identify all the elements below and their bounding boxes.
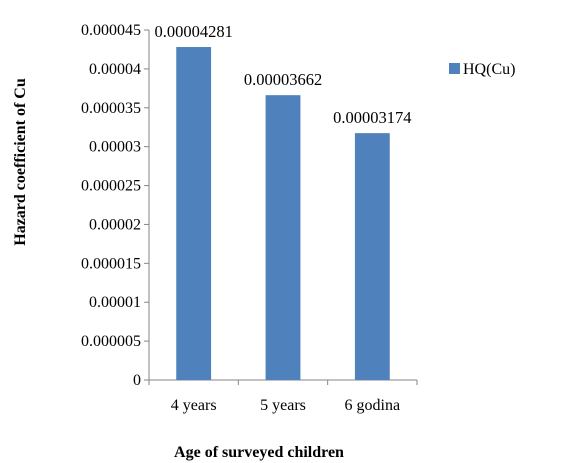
legend-label: HQ(Cu) bbox=[463, 61, 515, 78]
x-axis: 4 years 5 years 6 godina bbox=[148, 379, 418, 414]
y-tick-label: 0.000015 bbox=[81, 255, 141, 272]
bar bbox=[265, 95, 301, 380]
data-labels: 0.00004281 0.00003662 0.00003174 bbox=[154, 22, 411, 127]
y-tick-label: 0.000005 bbox=[81, 333, 141, 350]
y-tick-label: 0.00001 bbox=[89, 294, 141, 311]
legend-swatch bbox=[449, 63, 460, 74]
y-tick-label: 0.00004 bbox=[89, 61, 141, 78]
y-tick-label: 0.000045 bbox=[81, 22, 141, 39]
y-tick-label: 0.000025 bbox=[81, 178, 141, 195]
data-label: 0.00003662 bbox=[244, 70, 322, 89]
x-tick-label: 6 godina bbox=[345, 397, 401, 414]
x-tick-label: 4 years bbox=[171, 397, 217, 414]
y-tick-label: 0.00002 bbox=[89, 216, 141, 233]
y-axis: 0 0.000005 0.00001 0.000015 0.00002 0.000025 0… bbox=[81, 22, 150, 389]
y-tick-label: 0 bbox=[133, 372, 141, 389]
data-label: 0.00004281 bbox=[154, 22, 232, 41]
y-tick-label: 0.000035 bbox=[81, 100, 141, 117]
legend: HQ(Cu) bbox=[449, 61, 515, 78]
x-tick-label: 5 years bbox=[260, 397, 306, 414]
y-axis-title: Hazard coefficient of Cu bbox=[12, 78, 29, 246]
data-label: 0.00003174 bbox=[333, 108, 411, 127]
x-axis-title: Age of surveyed children bbox=[174, 444, 344, 461]
bar bbox=[176, 47, 212, 381]
bar bbox=[354, 133, 390, 380]
y-tick-label: 0.00003 bbox=[89, 139, 141, 156]
bars bbox=[176, 47, 390, 381]
